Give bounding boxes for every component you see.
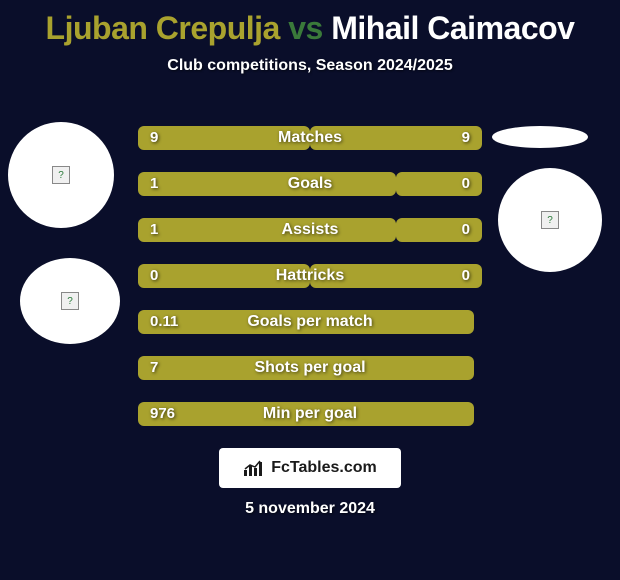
stat-row-hattricks: Hattricks0 0 [138,264,482,288]
stat-row-min-per-goal: Min per goal976 [138,402,482,426]
stat-bars: Matches99Goals10Assists10Hattricks00Goal… [138,126,482,448]
stat-label: Assists [138,218,482,242]
stat-row-goals: Goals1 0 [138,172,482,196]
player2-avatar: ? [498,168,602,272]
stat-value-right: 0 [462,218,470,242]
player2-avatar-flat [492,126,588,148]
image-placeholder-icon: ? [52,166,70,184]
fctables-logo[interactable]: FcTables.com [219,448,401,488]
subtitle: Club competitions, Season 2024/2025 [0,57,620,75]
stat-value-right: 9 [462,126,470,150]
stat-row-shots-per-goal: Shots per goal7 [138,356,482,380]
stat-row-goals-per-match: Goals per match0.11 [138,310,482,334]
stat-label: Goals per match [138,310,482,334]
stat-value-right: 0 [462,264,470,288]
stat-row-matches: Matches9 9 [138,126,482,150]
vs-text: vs [288,10,323,46]
stat-label: Min per goal [138,402,482,426]
stat-value-left: 7 [150,356,158,380]
stat-row-assists: Assists1 0 [138,218,482,242]
player1-avatar: ? [8,122,114,228]
player2-name: Mihail Caimacov [331,10,574,46]
player1-name: Ljuban Crepulja [46,10,280,46]
player1-club-avatar: ? [20,258,120,344]
image-placeholder-icon: ? [61,292,79,310]
stat-label: Goals [138,172,482,196]
stat-value-left: 0.11 [150,310,178,334]
stat-value-left: 1 [150,172,158,196]
stat-value-left: 0 [150,264,158,288]
stat-value-left: 1 [150,218,158,242]
date-text: 5 november 2024 [0,500,620,518]
stat-value-right: 0 [462,172,470,196]
stat-value-left: 976 [150,402,175,426]
logo-text: FcTables.com [271,459,377,477]
stat-label: Hattricks [138,264,482,288]
stat-label: Matches [138,126,482,150]
stat-label: Shots per goal [138,356,482,380]
stat-value-left: 9 [150,126,158,150]
comparison-title: Ljuban Crepulja vs Mihail Caimacov [0,0,620,47]
bar-chart-icon [243,459,265,477]
image-placeholder-icon: ? [541,211,559,229]
